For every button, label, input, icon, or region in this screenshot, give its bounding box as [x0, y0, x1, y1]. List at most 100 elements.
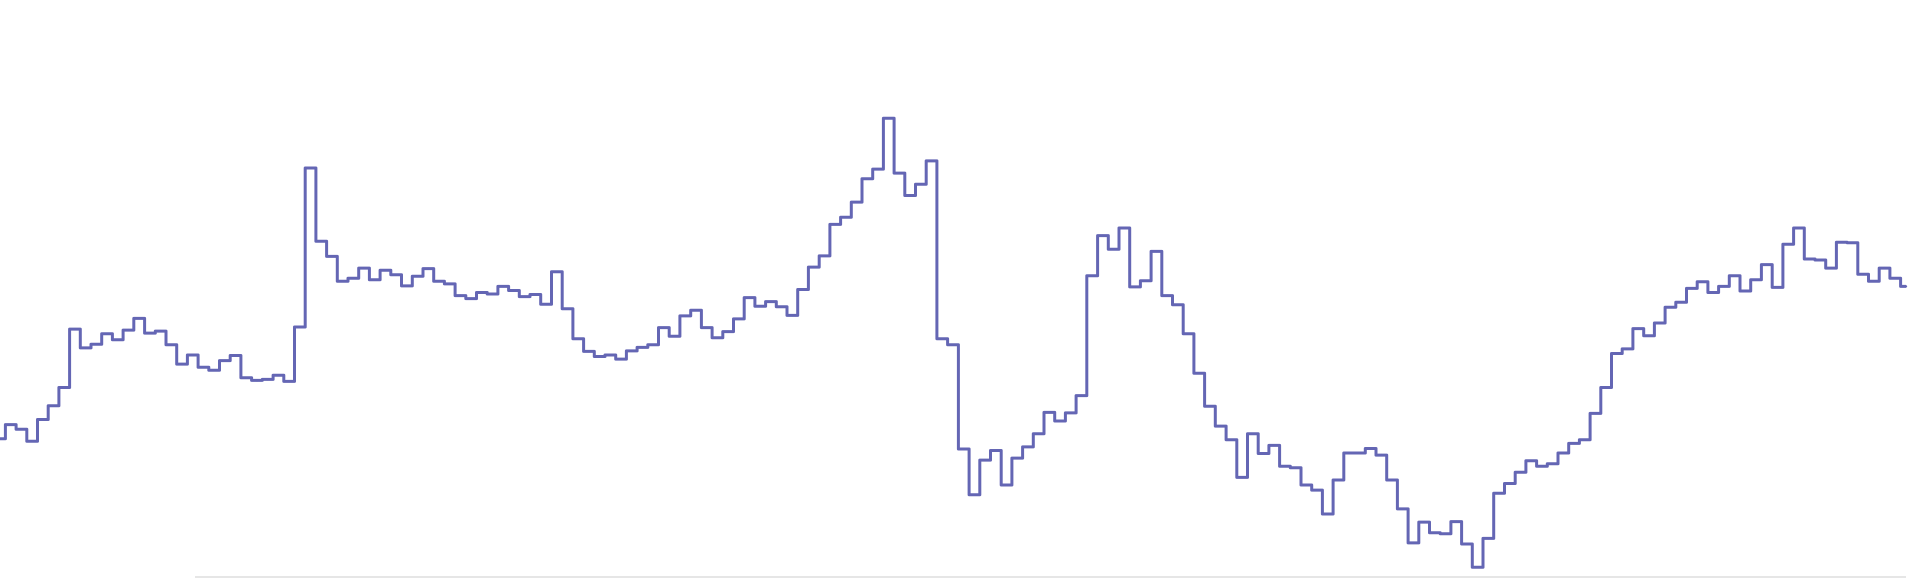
data-point	[566, 307, 569, 310]
data-point	[1808, 257, 1811, 261]
data-point	[694, 309, 698, 312]
data-point	[1091, 274, 1094, 277]
data-point	[352, 277, 355, 280]
data-point	[1754, 278, 1758, 281]
data-point	[1112, 248, 1115, 251]
data-point	[148, 331, 152, 335]
data-point	[866, 177, 869, 180]
data-point	[812, 265, 815, 269]
data-point	[1230, 438, 1233, 441]
data-point	[1465, 542, 1469, 546]
data-point	[138, 317, 141, 320]
data-point	[1690, 287, 1694, 290]
data-point	[480, 291, 484, 294]
data-point	[1262, 452, 1265, 455]
data-point	[1519, 471, 1522, 474]
data-point	[823, 254, 826, 258]
data-point	[983, 458, 987, 462]
data-point	[223, 359, 227, 362]
data-point	[277, 374, 280, 377]
data-point	[1315, 488, 1319, 492]
data-point	[384, 269, 387, 272]
data-point	[609, 353, 612, 357]
data-point	[1765, 263, 1769, 266]
data-point	[759, 305, 762, 308]
data-point	[544, 303, 548, 306]
data-point	[1733, 274, 1736, 277]
data-point	[255, 379, 259, 382]
data-point	[523, 295, 526, 298]
data-point	[1240, 476, 1244, 479]
data-point	[1058, 419, 1062, 423]
data-point	[1348, 451, 1351, 455]
data-point	[1294, 466, 1297, 469]
data-point	[941, 337, 944, 340]
data-point	[234, 354, 237, 357]
data-point	[1251, 432, 1255, 435]
data-point	[1551, 462, 1554, 465]
data-point	[1722, 285, 1726, 288]
data-point	[1069, 411, 1073, 415]
data-point	[994, 449, 997, 452]
data-point	[1829, 266, 1833, 270]
data-point	[834, 223, 837, 226]
series-line	[0, 116, 1906, 569]
data-point	[1476, 566, 1479, 569]
data-point	[844, 216, 848, 219]
data-point	[641, 346, 644, 349]
data-point	[0, 437, 2, 440]
data-point	[1369, 447, 1372, 450]
data-point	[341, 280, 344, 283]
data-point	[1176, 303, 1180, 306]
data-point	[1283, 465, 1287, 468]
data-point	[534, 293, 537, 296]
data-point	[170, 343, 173, 346]
data-point	[801, 288, 805, 291]
data-point	[1219, 424, 1222, 428]
data-point	[309, 166, 312, 170]
data-point	[52, 404, 55, 407]
data-point	[20, 428, 23, 431]
data-point	[1390, 478, 1394, 482]
data-point	[1133, 285, 1137, 289]
data-point	[416, 275, 419, 278]
data-point	[673, 335, 676, 338]
data-point	[1787, 243, 1790, 246]
data-point	[437, 280, 441, 283]
data-point	[887, 117, 890, 120]
data-point	[1198, 372, 1201, 375]
data-point	[598, 355, 601, 358]
data-point	[116, 338, 120, 341]
data-point	[1872, 280, 1876, 283]
data-point	[1615, 352, 1619, 355]
data-point	[1187, 332, 1190, 335]
data-point	[1851, 241, 1854, 244]
data-point	[9, 423, 12, 426]
data-point	[1701, 280, 1704, 283]
data-point	[73, 327, 77, 331]
data-point	[1605, 386, 1608, 389]
data-point	[266, 378, 269, 381]
data-point	[1016, 456, 1019, 460]
data-point	[405, 284, 409, 288]
data-point	[662, 326, 666, 329]
data-point	[630, 349, 633, 353]
data-point	[1562, 451, 1565, 455]
data-point	[459, 294, 462, 297]
data-point	[1166, 294, 1169, 297]
data-point	[1155, 250, 1158, 253]
data-point	[62, 386, 66, 389]
data-point	[962, 447, 965, 451]
data-point	[1487, 537, 1490, 540]
data-point	[1744, 289, 1747, 293]
data-point	[716, 336, 719, 339]
data-point	[587, 350, 591, 353]
data-point	[555, 270, 558, 273]
data-point	[1679, 301, 1683, 304]
data-point	[373, 278, 376, 281]
data-point	[1101, 234, 1105, 237]
data-point	[427, 267, 430, 270]
data-point	[909, 194, 912, 197]
data-point	[362, 266, 366, 270]
